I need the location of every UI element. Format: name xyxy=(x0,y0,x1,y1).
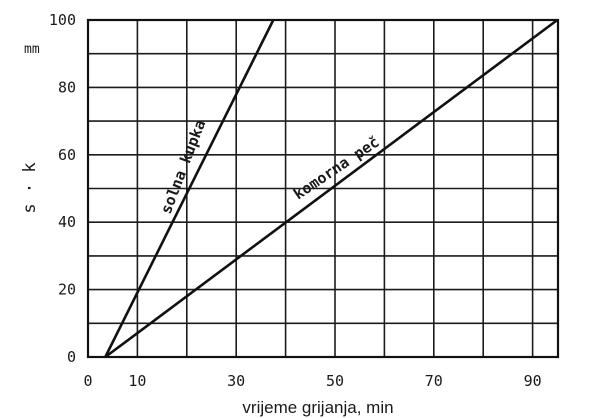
x-tick-label: 0 xyxy=(83,372,92,390)
x-tick-label: 10 xyxy=(128,372,146,390)
x-axis-label: vrijeme grijanja, min xyxy=(242,398,393,417)
y-tick-label: 60 xyxy=(58,146,76,164)
x-tick-label: 90 xyxy=(524,372,542,390)
series-line-1 xyxy=(104,18,559,359)
series-label-komorna-pec: komorna peč xyxy=(290,133,382,203)
plot-frame xyxy=(86,18,560,359)
x-tick-label: 50 xyxy=(326,372,344,390)
y-axis-label: s · k xyxy=(20,162,40,213)
y-tick-label: 20 xyxy=(58,281,76,299)
tick-labels: 0 10 30 50 70 90 0 20 40 60 80 100 xyxy=(49,11,542,390)
y-tick-label: 40 xyxy=(58,213,76,231)
x-tick-label: 70 xyxy=(425,372,443,390)
y-axis-unit: mm xyxy=(24,42,40,57)
y-tick-label: 0 xyxy=(67,348,76,366)
x-tick-label: 30 xyxy=(227,372,245,390)
series-layer xyxy=(104,18,559,359)
y-tick-label: 80 xyxy=(58,78,76,96)
series-line-0 xyxy=(104,19,275,358)
y-tick-label: 100 xyxy=(49,11,76,29)
